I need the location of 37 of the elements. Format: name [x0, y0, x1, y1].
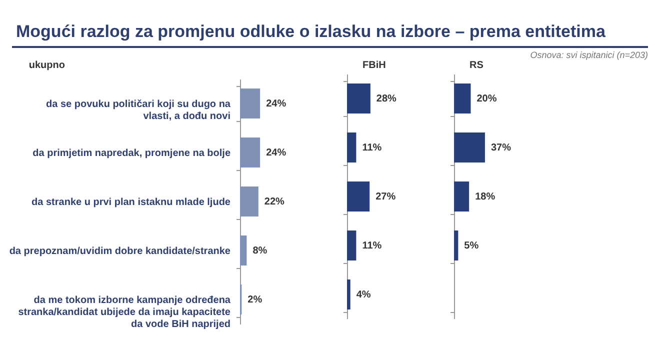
y-tick-label: da me tokom izborne kampanje određena stranka/kandidat ubijede da imaju kapacitete da vode BiH naprijed	[18, 295, 231, 330]
y-tick-label: da stranke u prvi plan istaknu mlade ljude	[32, 197, 231, 208]
data-label: 20%	[476, 94, 497, 104]
y-tick-label: da prepoznam/uvidim dobre kandidate/stranke	[9, 246, 231, 257]
y-tick-label: da primjetim napredak, promjene na bolje	[32, 148, 231, 159]
text: Mogući razlog za promjenu odluke o izlasku na izbore – prema entitetima	[15, 22, 606, 42]
y-tick-label: da se povuku političari koji su dugo na vlasti, a dođu novi	[46, 99, 231, 122]
bar	[347, 132, 356, 162]
bar	[454, 132, 485, 162]
data-label: 11%	[362, 142, 382, 154]
data-label: 11%	[362, 240, 382, 252]
bar	[240, 138, 260, 168]
data-label: 24%	[266, 148, 286, 158]
bar	[347, 230, 356, 260]
bar	[347, 84, 370, 114]
chart-subtitle: RS	[470, 60, 484, 71]
text: Osnova: svi ispitanici (n=203)	[529, 50, 648, 60]
bar	[240, 236, 247, 266]
data-label: 2%	[248, 294, 262, 306]
data-label: 5%	[464, 240, 479, 252]
bar	[454, 182, 470, 212]
data-label: 4%	[356, 290, 371, 300]
bar	[347, 280, 350, 310]
data-label: 37%	[490, 142, 512, 154]
data-label: 27%	[376, 192, 396, 202]
bar	[240, 186, 258, 216]
data-label: 24%	[266, 98, 286, 110]
bar	[347, 182, 370, 212]
text: ukupno	[28, 60, 65, 71]
chart-subtitle: FBiH	[362, 60, 386, 71]
data-label: 22%	[264, 196, 285, 208]
bar	[454, 230, 458, 260]
data-label: 8%	[252, 246, 268, 256]
data-label: 18%	[475, 192, 496, 202]
data-label: 28%	[376, 94, 397, 104]
bar	[240, 88, 260, 118]
bar	[454, 84, 471, 114]
